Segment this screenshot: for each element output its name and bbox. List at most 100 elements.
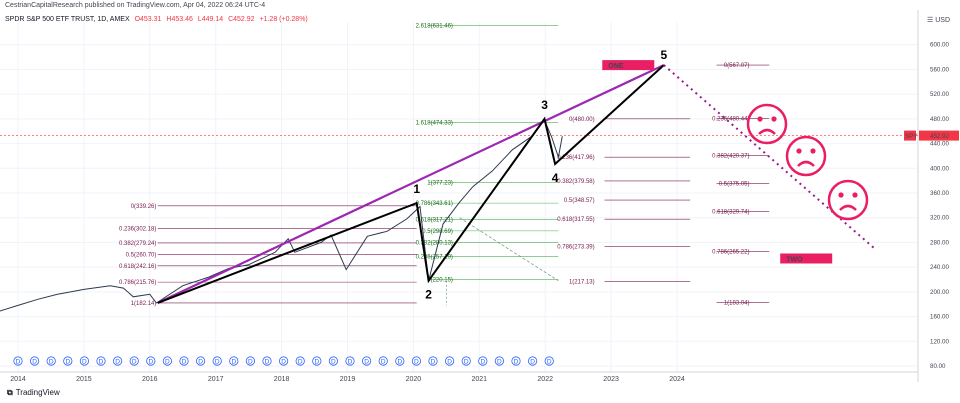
fib-d-label: 0(567.07) [724, 63, 750, 69]
price-tag-value: 452.92 [930, 133, 949, 140]
sad-face-outline [785, 135, 827, 177]
dividend-marker: D [29, 356, 40, 366]
sad-face-icon [746, 103, 788, 145]
fib-b-label: 0.382(280.13) [416, 240, 453, 246]
wave-label-5: 5 [660, 48, 667, 62]
dividend-circle [278, 356, 289, 366]
ohlc-low: L449.14 [197, 16, 224, 23]
y-tick-label: 600.00 [930, 42, 949, 49]
tradingview-logo-icon[interactable]: ⧉ [7, 388, 13, 397]
dividend-label: D [82, 358, 87, 365]
sad-face-icon [827, 179, 869, 221]
tradingview-footer[interactable]: ⧉ TradingView [7, 388, 60, 398]
y-tick-label: 520.00 [930, 91, 949, 98]
dividend-circle [162, 356, 172, 366]
fib-d-label: 0.5(375.05) [719, 182, 750, 188]
fib-b-label: 0.618(317.21) [416, 217, 453, 223]
projected-decline-dotted [663, 64, 876, 250]
dividend-label: D [381, 358, 386, 365]
symbol-name[interactable]: SPDR S&P 500 ETF TRUST, 1D, AMEX [5, 16, 130, 23]
x-tick-label: 2017 [208, 376, 224, 383]
dividend-circle [312, 356, 322, 366]
dividend-label: D [231, 358, 236, 365]
dividend-marker: D [46, 356, 56, 366]
dividend-marker: D [96, 356, 106, 366]
dividend-circle [328, 356, 338, 366]
dividend-marker: D [478, 356, 488, 366]
fib-d-label: 0.618(329.74) [712, 210, 749, 216]
wave-label-1: 1 [413, 182, 420, 196]
sad-face-mouth [797, 160, 815, 167]
dividend-label: D [215, 358, 220, 365]
dividend-marker: D [378, 356, 388, 366]
dividend-label: D [198, 358, 203, 365]
dividend-marker: D [278, 356, 289, 366]
fib-d-label: 0.236(480.44) [712, 117, 749, 123]
annotation-box-label: ONE [608, 63, 624, 70]
dividend-circle [46, 356, 56, 366]
sad-face-eye [796, 148, 802, 154]
fib-c-label: 0.236(417.96) [557, 155, 594, 161]
annotation-box [602, 60, 655, 71]
annotation-box-label: TWO [786, 256, 803, 263]
dividend-marker: D [295, 356, 305, 366]
dividend-label: D [298, 358, 303, 365]
fib-b-label: 0(220.15) [427, 277, 453, 283]
dividend-label: D [265, 358, 270, 365]
x-tick-label: 2022 [537, 376, 553, 383]
price-series-line [0, 119, 563, 312]
y-tick-label: 480.00 [930, 116, 949, 123]
dividend-label: D [49, 358, 54, 365]
fib-c-label: 0(480.00) [569, 117, 595, 123]
fib-b-label: 0.786(343.61) [416, 201, 453, 207]
currency-menu-icon[interactable]: ☰ [926, 17, 936, 24]
dividend-marker: D [13, 356, 23, 366]
annotation-box [780, 253, 833, 264]
currency-text: USD [935, 17, 950, 24]
dividend-marker: D [79, 356, 90, 366]
dividend-label: D [248, 358, 253, 365]
tradingview-brand[interactable]: TradingView [15, 388, 60, 397]
currency-label[interactable]: ☰ USD [927, 16, 950, 24]
dividend-marker: D [245, 356, 255, 366]
symbol-legend[interactable]: SPDR S&P 500 ETF TRUST, 1D, AMEX O453.31… [5, 16, 311, 23]
dividend-circle [146, 356, 156, 366]
dividend-circle [378, 356, 388, 366]
ohlc-open: O453.31 [134, 16, 162, 23]
dividend-marker: D [328, 356, 338, 366]
fib-d-label: 0.382(420.37) [712, 154, 749, 160]
x-tick-label: 2024 [669, 376, 685, 383]
fib-d-label: 0.786(265.22) [712, 250, 749, 256]
x-tick-label: 2023 [603, 376, 619, 383]
y-tick-label: 120.00 [930, 338, 949, 345]
price-tag-symbol: SPY [905, 133, 917, 140]
fib-a-label: 0(339.26) [131, 204, 157, 210]
sad-face-eye [838, 192, 844, 198]
dividend-label: D [530, 358, 535, 365]
dividend-circle [544, 356, 554, 366]
ohlc-change: +1.28 (+0.28%) [259, 16, 308, 23]
fib-b-label: 2.618(631.46) [416, 23, 453, 29]
dividend-circle [361, 356, 372, 366]
fib-c-label: 0.5(348.57) [564, 198, 595, 204]
elliott-wave-line [157, 64, 665, 304]
sad-face-mouth [758, 128, 776, 135]
dividend-circle [478, 356, 488, 366]
fib-a-label: 0.236(302.18) [119, 227, 156, 233]
dividend-marker: D [527, 356, 538, 366]
y-tick-label: 80.00 [930, 363, 946, 370]
fib-c-label: 0.382(379.58) [557, 179, 594, 185]
fib-b-label: 1.618(474.33) [416, 120, 453, 126]
dividend-label: D [99, 358, 104, 365]
dividend-label: D [514, 358, 519, 365]
dividend-marker: D [212, 356, 222, 366]
dividend-circle [113, 356, 123, 366]
x-tick-label: 2021 [472, 376, 488, 383]
dividend-label: D [397, 358, 402, 365]
dividend-circle [428, 356, 438, 366]
dividend-label: D [464, 358, 469, 365]
dividend-circle [345, 356, 355, 366]
x-tick-label: 2014 [10, 376, 26, 383]
dividend-marker: D [444, 356, 455, 366]
